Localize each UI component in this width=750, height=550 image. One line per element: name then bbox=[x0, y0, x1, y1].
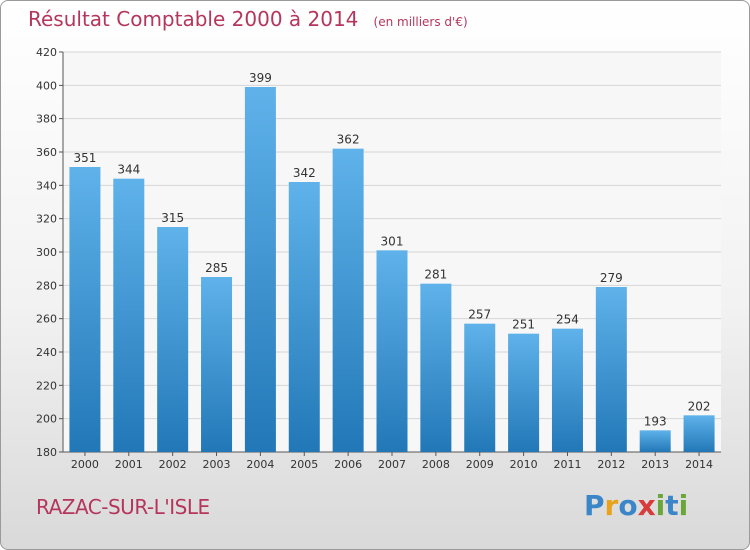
y-tick-label: 360 bbox=[36, 146, 57, 159]
bar-2004 bbox=[244, 87, 276, 452]
x-tick-label: 2011 bbox=[553, 458, 581, 471]
bar-2003 bbox=[201, 277, 233, 452]
bar-value-label: 251 bbox=[512, 318, 535, 332]
y-tick-label: 320 bbox=[36, 213, 57, 226]
x-tick-label: 2002 bbox=[159, 458, 187, 471]
x-axis-ticks: 2000 2001 2002 2003 2004 2005 2006 2007 2008 2009… bbox=[71, 452, 713, 471]
x-tick-label: 2009 bbox=[466, 458, 494, 471]
bar-value-label: 399 bbox=[249, 71, 272, 85]
x-tick-label: 2008 bbox=[422, 458, 450, 471]
y-tick-label: 180 bbox=[36, 446, 57, 459]
title-block: Résultat Comptable 2000 à 2014 (en milli… bbox=[28, 7, 468, 31]
y-tick-label: 340 bbox=[36, 179, 57, 192]
bar-2014 bbox=[683, 415, 715, 452]
bar-value-label: 257 bbox=[468, 308, 491, 322]
y-tick-label: 280 bbox=[36, 279, 57, 292]
commune-name: RAZAC-SUR-L'ISLE bbox=[36, 495, 210, 519]
bar-value-label: 342 bbox=[293, 166, 316, 180]
bar-value-label: 279 bbox=[600, 271, 623, 285]
y-tick-label: 400 bbox=[36, 79, 57, 92]
bar-2011 bbox=[551, 328, 583, 452]
bar-value-label: 344 bbox=[117, 163, 140, 177]
y-tick-label: 380 bbox=[36, 113, 57, 126]
x-tick-label: 2001 bbox=[115, 458, 143, 471]
bar-value-label: 362 bbox=[337, 133, 360, 147]
x-tick-label: 2013 bbox=[641, 458, 669, 471]
y-tick-label: 300 bbox=[36, 246, 57, 259]
bar-2005 bbox=[288, 182, 320, 452]
x-tick-label: 2004 bbox=[246, 458, 274, 471]
bar-value-label: 285 bbox=[205, 261, 228, 275]
y-tick-label: 220 bbox=[36, 379, 57, 392]
y-tick-label: 200 bbox=[36, 413, 57, 426]
bar-2002 bbox=[157, 227, 189, 452]
x-tick-label: 2003 bbox=[203, 458, 231, 471]
bar-value-label: 193 bbox=[644, 414, 667, 428]
bar-2009 bbox=[464, 323, 496, 452]
x-tick-label: 2005 bbox=[290, 458, 318, 471]
y-axis-ticks: 180 200 220 240 260 280 300 320 340 360 380 400 420 bbox=[36, 46, 721, 459]
bar-2001 bbox=[113, 178, 145, 452]
bar-value-label: 202 bbox=[688, 399, 711, 413]
bar-value-label: 351 bbox=[73, 151, 96, 165]
y-tick-label: 420 bbox=[36, 46, 57, 59]
bar-2010 bbox=[508, 333, 540, 452]
x-tick-label: 2007 bbox=[378, 458, 406, 471]
y-tick-label: 240 bbox=[36, 346, 57, 359]
bar-2013 bbox=[639, 430, 671, 452]
chart-title: Résultat Comptable 2000 à 2014 bbox=[28, 7, 359, 31]
bar-2000 bbox=[69, 167, 101, 452]
bar-2007 bbox=[376, 250, 408, 452]
proxiti-logo: Proxiti bbox=[584, 489, 689, 522]
bar-value-label: 254 bbox=[556, 313, 579, 327]
y-tick-label: 260 bbox=[36, 313, 57, 326]
chart-subtitle: (en milliers d'€) bbox=[373, 15, 468, 29]
bars bbox=[69, 87, 715, 452]
bar-2006 bbox=[332, 148, 364, 452]
x-tick-label: 2000 bbox=[71, 458, 99, 471]
bar-value-label: 281 bbox=[424, 268, 447, 282]
bar-value-label: 315 bbox=[161, 211, 184, 225]
x-tick-label: 2014 bbox=[685, 458, 713, 471]
bar-2012 bbox=[595, 287, 627, 452]
x-tick-label: 2010 bbox=[510, 458, 538, 471]
x-tick-label: 2012 bbox=[597, 458, 625, 471]
bar-2008 bbox=[420, 283, 452, 452]
x-tick-label: 2006 bbox=[334, 458, 362, 471]
bar-value-label: 301 bbox=[381, 234, 404, 248]
value-labels: 351 344 315 285 399 342 362 301 281 257 251 254 279 1… bbox=[73, 71, 710, 428]
